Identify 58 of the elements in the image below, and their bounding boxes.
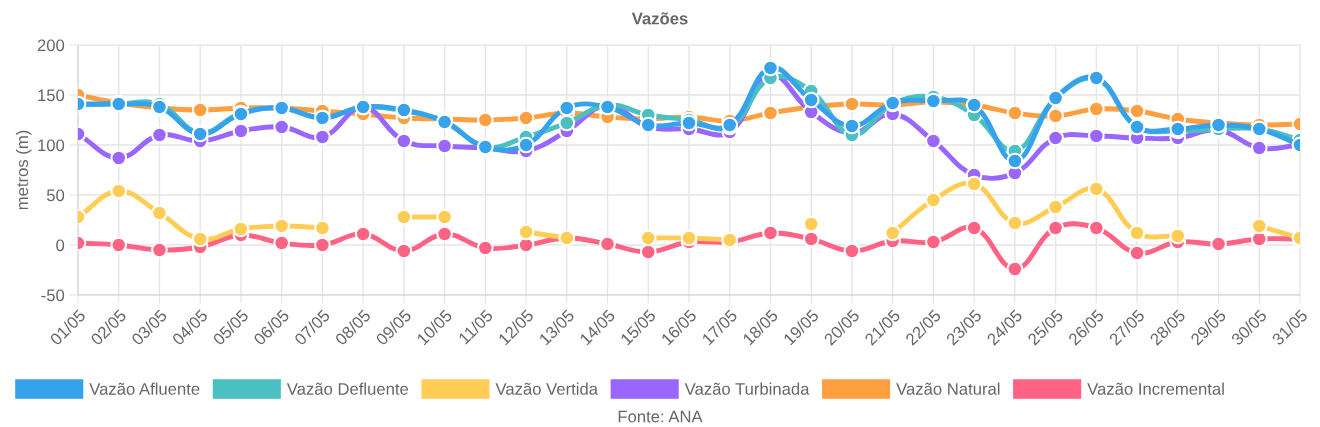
point [395, 208, 413, 226]
y-tick-label: 50 [46, 189, 65, 202]
chart-title: Vazões [631, 12, 688, 25]
point [477, 111, 494, 129]
y-tick-label: 200 [37, 39, 65, 52]
point [843, 95, 861, 113]
point [354, 225, 372, 243]
point [517, 109, 535, 127]
point [110, 149, 128, 167]
point [1088, 127, 1105, 145]
legend-label: Vazão Natural [896, 382, 1000, 395]
point [151, 126, 168, 144]
legend-label: Vazão Defluente [286, 382, 409, 395]
point [639, 243, 657, 261]
point [1250, 139, 1268, 157]
point [762, 104, 779, 122]
point [517, 136, 535, 154]
y-axis-title: metros (m) [15, 130, 32, 210]
legend-label: Vazão Afluente [89, 382, 200, 395]
point [1006, 152, 1024, 170]
point [1210, 235, 1227, 253]
point [151, 241, 168, 259]
point [1047, 107, 1064, 125]
point [599, 235, 616, 253]
point [436, 137, 453, 155]
y-tick-label: -50 [41, 289, 65, 302]
point [314, 236, 331, 254]
y-tick-label: 100 [38, 139, 65, 152]
y-tick-label: 150 [38, 89, 65, 102]
point [1006, 260, 1024, 278]
point [314, 128, 331, 146]
point [1006, 104, 1024, 122]
point [843, 242, 861, 260]
point [843, 117, 861, 135]
point [558, 114, 576, 132]
point [802, 91, 820, 109]
point [395, 242, 413, 260]
point [558, 99, 576, 117]
point [1047, 129, 1064, 147]
point [436, 208, 453, 226]
point [1128, 102, 1146, 120]
point [762, 59, 779, 77]
source-note: Fonte: ANA [618, 410, 703, 423]
legend-label: Vazão Incremental [1087, 382, 1224, 395]
point [762, 224, 779, 242]
legend-label: Vazão Vertida [495, 382, 599, 395]
y-tick-label: 0 [56, 239, 65, 252]
point [436, 225, 453, 243]
point [191, 101, 209, 119]
point [802, 230, 820, 248]
point [395, 132, 413, 150]
point [1088, 100, 1105, 118]
point [232, 122, 250, 140]
point [477, 239, 494, 257]
legend-label: Vazão Turbinada [684, 382, 810, 395]
point [1128, 244, 1146, 262]
point [273, 118, 290, 136]
point [925, 132, 942, 150]
